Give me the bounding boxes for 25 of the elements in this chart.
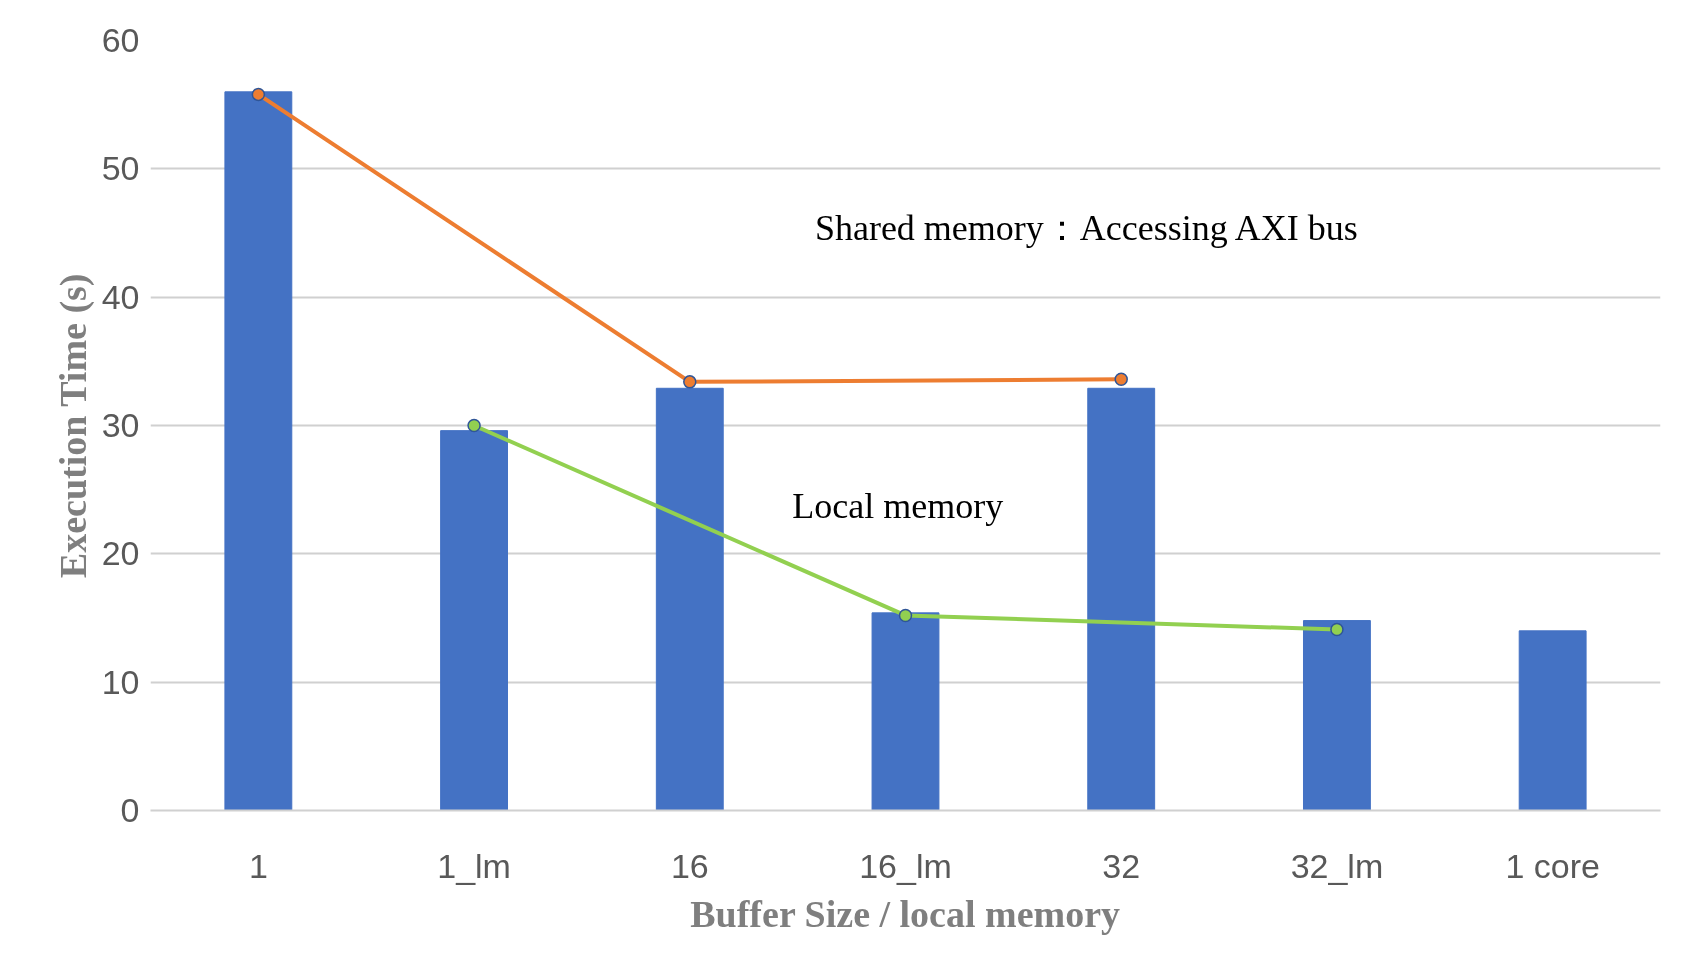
annotation: Local memory [792, 485, 1004, 526]
bar [871, 612, 940, 811]
x-tick-label: 1_lm [437, 846, 511, 885]
bar [1518, 630, 1587, 811]
x-tick-label: 16_lm [859, 846, 952, 885]
y-tick-label: 60 [101, 21, 140, 59]
annotation: Shared memory：Accessing AXI bus [814, 208, 1358, 249]
x-tick-label: 1 core [1505, 846, 1600, 885]
y-tick-label: 0 [120, 791, 140, 829]
bar [655, 387, 724, 811]
bar [224, 91, 293, 811]
bar [1087, 387, 1156, 811]
x-tick-label: 32_lm [1290, 846, 1384, 885]
y-tick-label: 40 [101, 277, 140, 316]
y-tick-label: 20 [101, 534, 140, 573]
bar [440, 430, 509, 811]
y-axis-title: Execution Time (s) [51, 273, 95, 579]
bar [1302, 620, 1371, 811]
y-tick-label: 30 [101, 406, 140, 444]
y-tick-label: 10 [101, 662, 140, 701]
x-tick-label: 32 [1102, 846, 1141, 885]
x-tick-label: 16 [670, 846, 709, 885]
x-tick-label: 1 [248, 846, 268, 885]
y-tick-label: 50 [101, 149, 140, 188]
x-axis-title: Buffer Size / local memory [690, 892, 1121, 935]
